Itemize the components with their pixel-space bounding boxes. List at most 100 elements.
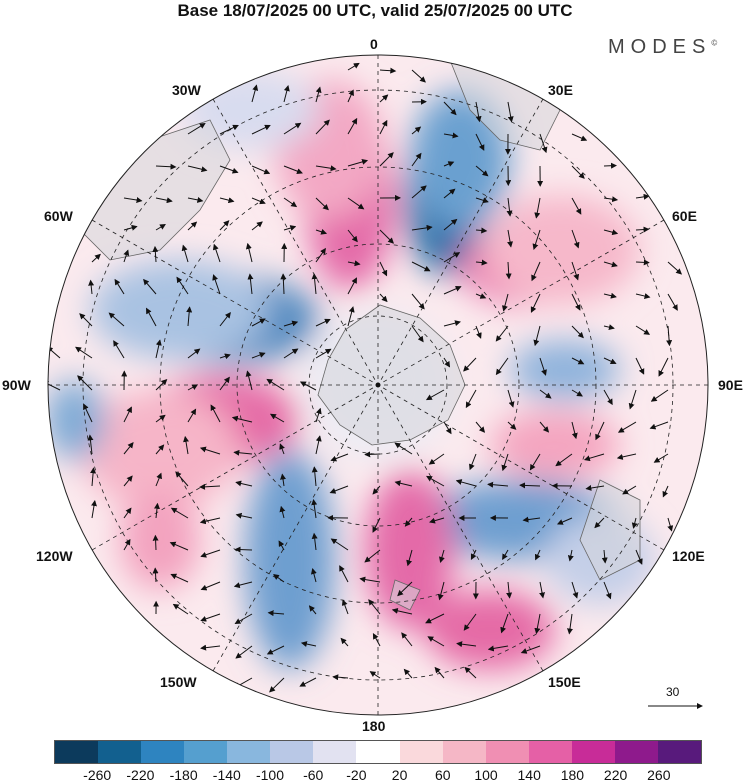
wind-vector <box>571 261 580 281</box>
colorbar-swatch <box>614 741 658 763</box>
wind-vector <box>475 197 489 204</box>
wind-vector <box>212 274 221 295</box>
colorbar-swatch <box>485 741 529 763</box>
wind-vector <box>379 94 389 103</box>
wind-vector <box>245 242 253 263</box>
wind-vector <box>443 101 457 116</box>
wind-vector <box>155 223 166 231</box>
wind-vector <box>368 599 381 615</box>
wind-vector <box>622 485 637 495</box>
wind-vector <box>556 517 573 525</box>
wind-vector <box>155 163 177 170</box>
wind-vector <box>571 581 579 599</box>
wind-vector <box>234 613 253 624</box>
wind-vector <box>372 485 381 495</box>
wind-vector <box>219 220 230 231</box>
wind-vector <box>443 320 461 327</box>
wind-vector <box>279 443 285 455</box>
wind-vector <box>372 633 381 647</box>
wind-vector <box>401 632 413 647</box>
wind-vector <box>411 224 433 231</box>
wind-vector <box>429 517 445 524</box>
wind-vector <box>571 293 581 311</box>
wind-vector <box>487 481 509 488</box>
wind-vector <box>662 485 669 498</box>
wind-vector <box>233 449 253 456</box>
wind-vector <box>411 293 425 310</box>
wind-vector <box>532 229 541 250</box>
colorbar-swatch <box>313 741 357 763</box>
wind-vector <box>427 636 445 647</box>
colorbar-swatch <box>184 741 228 763</box>
colorbar-tick-label: 60 <box>435 767 451 783</box>
wind-vector <box>443 188 456 199</box>
wind-vector <box>123 249 130 263</box>
wind-vector <box>465 389 477 409</box>
wind-vector <box>283 122 302 135</box>
wind-vector <box>219 376 230 391</box>
wind-vector <box>583 453 605 462</box>
wind-vector <box>539 133 548 154</box>
wind-vector <box>170 507 189 519</box>
wind-vector <box>443 357 451 368</box>
colorbar-tick-label: 20 <box>391 767 408 783</box>
wind-vector <box>123 538 131 551</box>
wind-vector <box>394 480 413 487</box>
wind-vector <box>181 244 189 263</box>
wind-vector <box>455 479 477 487</box>
wind-vector <box>234 546 253 553</box>
wind-vector <box>251 165 271 175</box>
wind-vector <box>464 666 477 679</box>
longitude-label-120w: 120W <box>36 548 73 564</box>
wind-vector <box>310 568 317 583</box>
wind-vector <box>341 599 349 615</box>
wind-vector <box>347 197 365 210</box>
wind-vector <box>506 197 513 217</box>
wind-vector <box>169 541 189 551</box>
wind-vector <box>210 404 221 423</box>
wind-vector <box>530 293 541 313</box>
wind-vector <box>534 613 541 635</box>
wind-vector <box>529 453 541 471</box>
colorbar-swatch <box>442 741 486 763</box>
wind-vector <box>77 375 93 391</box>
longitude-label-180: 180 <box>362 718 386 734</box>
wind-vector <box>394 442 413 455</box>
wind-vector <box>475 165 489 177</box>
colorbar-swatch <box>399 741 443 763</box>
wind-vector <box>495 325 509 342</box>
wind-vector <box>347 260 361 267</box>
wind-vector <box>315 119 330 135</box>
wind-vector <box>502 549 509 561</box>
wind-vector <box>170 573 189 583</box>
wind-vector <box>635 293 651 299</box>
colorbar-tick-label: -180 <box>169 767 198 783</box>
wind-vector <box>155 444 165 455</box>
wind-vector <box>347 159 369 167</box>
wind-vector <box>505 261 512 280</box>
wind-vector <box>567 549 574 562</box>
wind-vector <box>247 273 254 295</box>
wind-vector <box>280 273 287 295</box>
wind-vector <box>364 549 381 563</box>
wind-vector <box>235 645 253 659</box>
wind-vector <box>155 414 166 423</box>
wind-vector <box>631 517 638 529</box>
wind-vector <box>567 613 573 635</box>
wind-vector <box>199 517 221 525</box>
wind-vector <box>364 451 381 458</box>
south-pole-marker <box>375 382 381 388</box>
wind-vector <box>534 549 541 561</box>
wind-vector <box>406 549 413 567</box>
colorbar-swatch <box>657 741 701 763</box>
wind-vector <box>443 161 455 167</box>
colorbar-swatch <box>571 741 615 763</box>
colorbar-swatch <box>55 741 99 763</box>
colorbar-swatch <box>528 741 572 763</box>
wind-vector <box>434 666 445 679</box>
brand-text: MODES <box>608 36 712 58</box>
wind-vector <box>667 293 678 311</box>
wind-vector <box>571 325 584 339</box>
wind-vector <box>403 668 413 679</box>
wind-vector <box>501 293 509 312</box>
